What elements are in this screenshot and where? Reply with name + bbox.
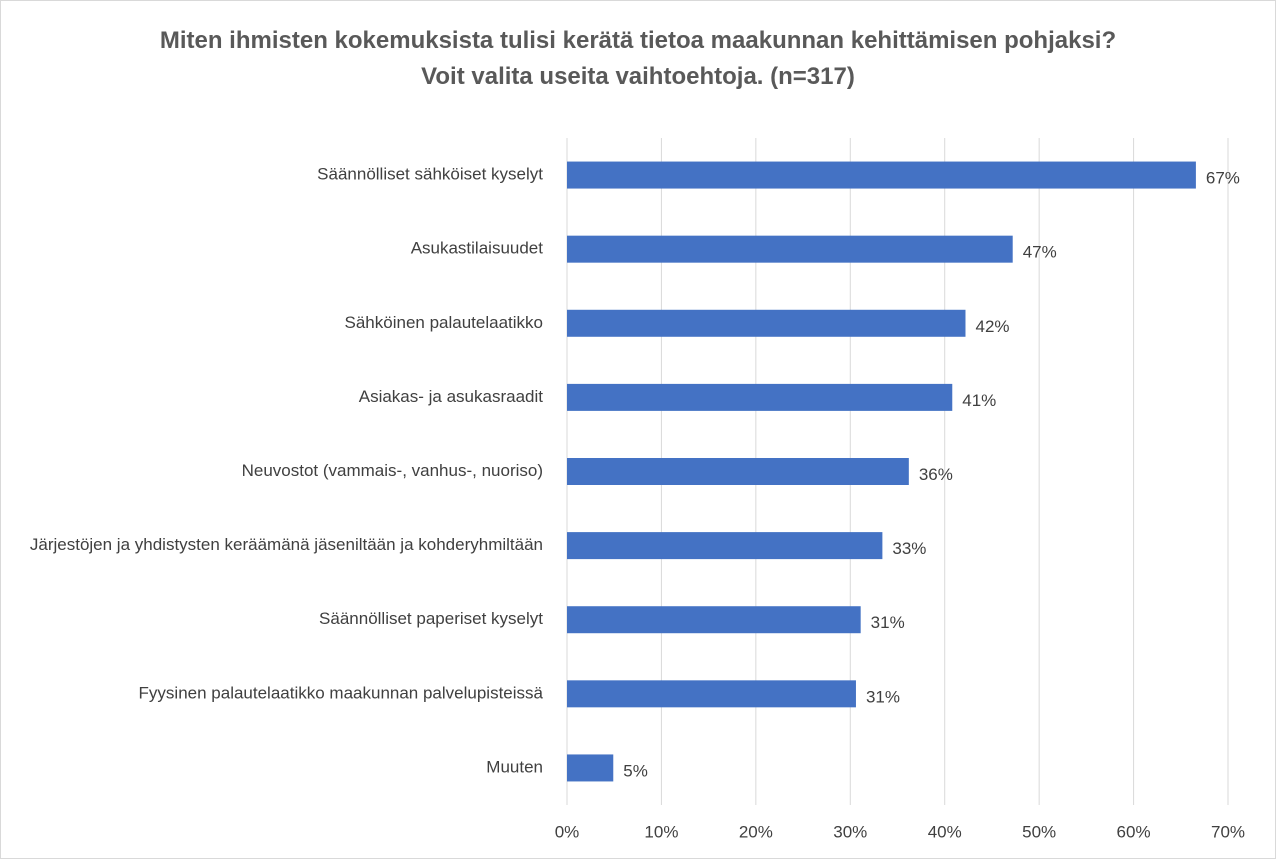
y-tick-label: Sähköinen palautelaatikko bbox=[345, 313, 543, 332]
bar bbox=[567, 235, 1013, 263]
bar bbox=[567, 532, 883, 560]
chart-title: Miten ihmisten kokemuksista tulisi kerät… bbox=[160, 27, 1116, 90]
y-tick-label: Neuvostot (vammais-, vanhus-, nuoriso) bbox=[242, 461, 543, 480]
x-tick-label: 0% bbox=[555, 822, 580, 841]
x-tick-label: 30% bbox=[833, 822, 867, 841]
data-label: 67% bbox=[1206, 169, 1240, 188]
data-label: 5% bbox=[623, 761, 648, 780]
bar bbox=[567, 161, 1196, 189]
bar bbox=[567, 606, 861, 634]
x-tick-label: 10% bbox=[644, 822, 678, 841]
bar bbox=[567, 754, 614, 782]
x-tick-label: 70% bbox=[1211, 822, 1245, 841]
y-tick-label: Asiakas- ja asukasraadit bbox=[359, 387, 544, 406]
data-label: 36% bbox=[919, 465, 953, 484]
data-label: 31% bbox=[866, 687, 900, 706]
x-tick-label: 60% bbox=[1117, 822, 1151, 841]
y-tick-label: Säännölliset sähköiset kyselyt bbox=[317, 165, 543, 184]
bar bbox=[567, 680, 856, 708]
data-label: 47% bbox=[1023, 243, 1057, 262]
y-tick-label: Fyysinen palautelaatikko maakunnan palve… bbox=[139, 683, 544, 702]
x-tick-label: 50% bbox=[1022, 822, 1056, 841]
x-tick-label: 40% bbox=[928, 822, 962, 841]
data-label: 41% bbox=[962, 391, 996, 410]
bar bbox=[567, 383, 953, 411]
y-tick-label: Muuten bbox=[486, 757, 543, 776]
data-label: 31% bbox=[871, 613, 905, 632]
y-tick-label: Säännölliset paperiset kyselyt bbox=[319, 609, 543, 628]
data-label: 42% bbox=[975, 317, 1009, 336]
data-label: 33% bbox=[892, 539, 926, 558]
x-tick-label: 20% bbox=[739, 822, 773, 841]
bar bbox=[567, 309, 966, 337]
y-tick-label: Asukastilaisuudet bbox=[411, 239, 544, 258]
bar bbox=[567, 458, 909, 485]
y-tick-label: Järjestöjen ja yhdistysten keräämänä jäs… bbox=[30, 535, 543, 554]
